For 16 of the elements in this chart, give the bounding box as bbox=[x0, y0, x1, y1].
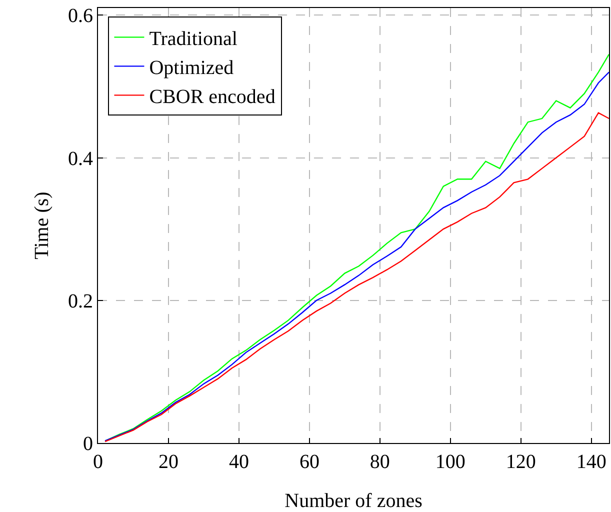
x-tick-label: 100 bbox=[435, 451, 466, 473]
y-tick-label: 0.6 bbox=[68, 5, 93, 28]
legend-label: Optimized bbox=[149, 57, 234, 79]
legend-label: Traditional bbox=[149, 28, 238, 50]
y-axis-title: Time (s) bbox=[31, 192, 53, 260]
y-tick-label: 0.4 bbox=[68, 148, 93, 170]
x-tick-label: 140 bbox=[576, 451, 606, 473]
y-tick-label: 0 bbox=[83, 433, 93, 455]
y-tick-label: 0.2 bbox=[68, 290, 93, 312]
x-tick-label: 80 bbox=[370, 451, 390, 473]
x-tick-label: 60 bbox=[299, 451, 320, 473]
x-tick-label: 20 bbox=[158, 451, 178, 473]
x-axis-title: Number of zones bbox=[284, 490, 423, 512]
legend-label: CBOR encoded bbox=[149, 86, 276, 108]
x-tick-label: 40 bbox=[228, 451, 249, 473]
x-tick-label: 120 bbox=[506, 451, 536, 473]
